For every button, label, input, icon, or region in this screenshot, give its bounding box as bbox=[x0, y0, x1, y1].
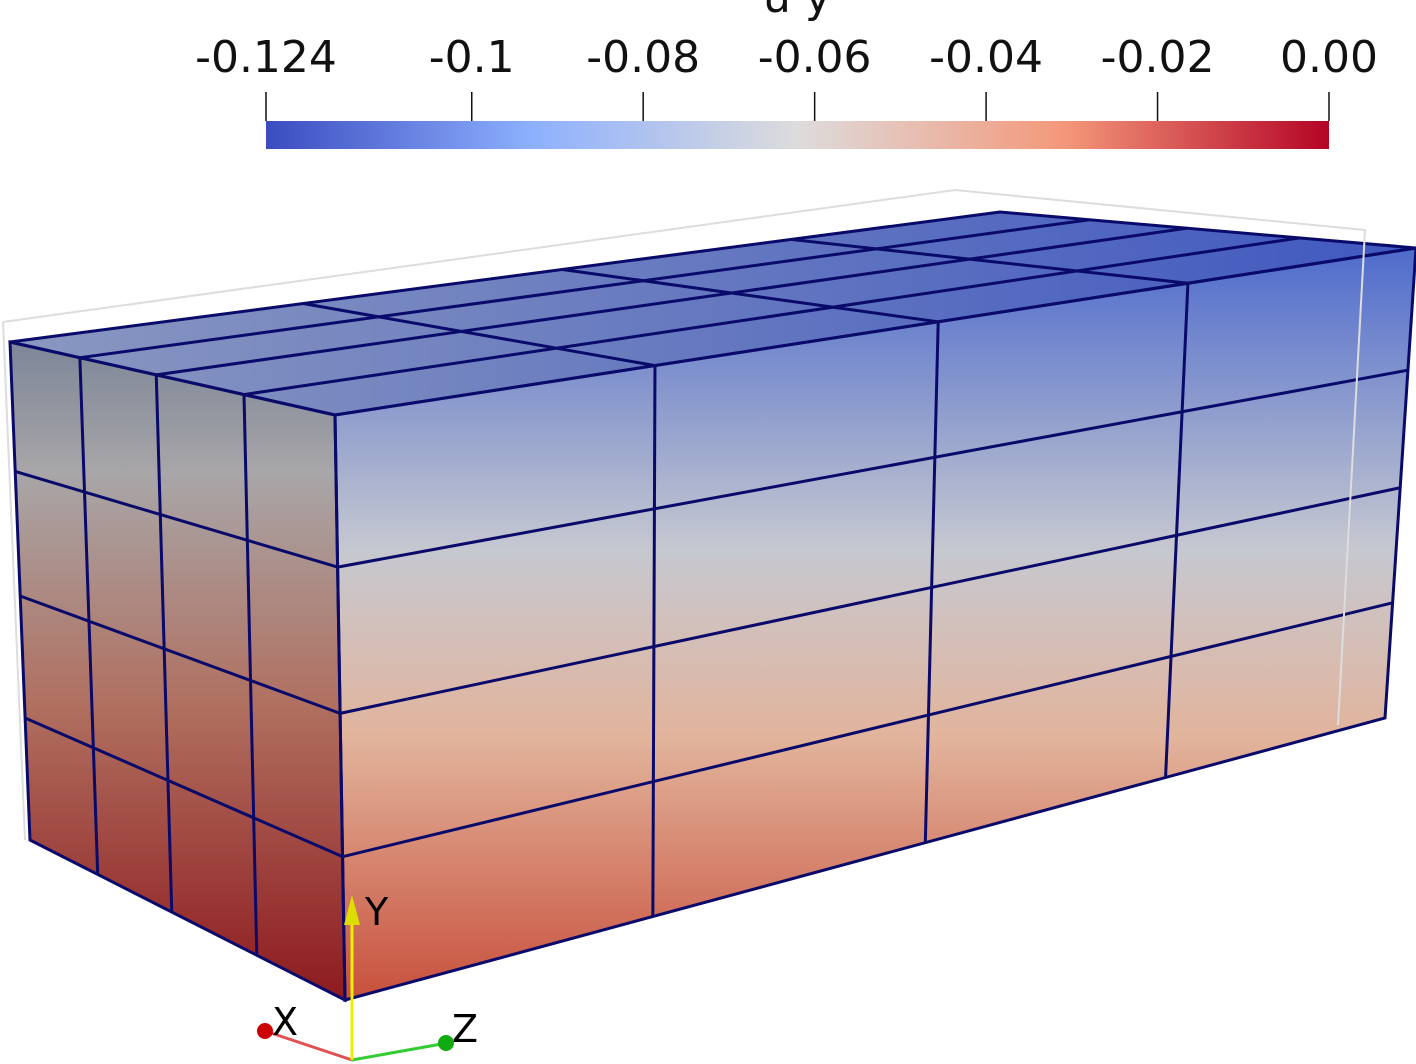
mesh-line bbox=[156, 226, 1188, 377]
mesh-line bbox=[79, 218, 1090, 360]
y-axis-tip bbox=[344, 895, 360, 925]
colorbar-tick-label: 0.00 bbox=[1280, 32, 1378, 83]
x-axis-label: X bbox=[272, 1000, 298, 1044]
outline bbox=[2, 188, 1367, 726]
colorbar-tick-label: -0.02 bbox=[1101, 32, 1215, 83]
z-axis-label: Z bbox=[452, 1007, 478, 1051]
top-face bbox=[10, 212, 1416, 415]
z-axis-tip bbox=[438, 1035, 454, 1051]
mesh-line bbox=[14, 470, 339, 569]
mesh-edge bbox=[9, 210, 1416, 417]
colorbar-ticks: -0.124 -0.1 -0.08 -0.06 -0.04 -0.02 0.00 bbox=[195, 32, 1378, 121]
mesh-line bbox=[651, 365, 657, 917]
x-axis bbox=[261, 1028, 353, 1062]
mesh-line bbox=[790, 237, 1189, 285]
mesh-line bbox=[78, 357, 100, 875]
mesh-line bbox=[154, 374, 174, 913]
outline bbox=[2, 321, 26, 841]
x-axis-tip bbox=[257, 1023, 273, 1039]
mesh-line bbox=[242, 394, 259, 956]
mesh-line bbox=[339, 486, 1401, 715]
orientation-axes: Y X Z bbox=[257, 890, 478, 1062]
mesh-line bbox=[243, 236, 1300, 397]
z-axis bbox=[351, 1041, 448, 1062]
mesh-line bbox=[923, 321, 940, 843]
side-face bbox=[10, 342, 345, 1000]
mesh-line bbox=[19, 594, 341, 715]
colorbar-tick-label: -0.06 bbox=[758, 32, 872, 83]
mesh-line bbox=[337, 368, 1409, 569]
colorbar-title: u y bbox=[763, 0, 831, 23]
colorbar-tick-label: -0.124 bbox=[195, 32, 337, 83]
mesh-line bbox=[302, 302, 656, 368]
colorbar-tick-label: -0.1 bbox=[429, 32, 515, 83]
mesh-line bbox=[342, 601, 1393, 859]
y-axis-label: Y bbox=[364, 890, 389, 934]
colorbar-tick-label: -0.08 bbox=[586, 32, 700, 83]
colorbar-tick-label: -0.04 bbox=[929, 32, 1043, 83]
mesh-line bbox=[562, 267, 939, 324]
front-face bbox=[335, 248, 1416, 1000]
mesh-line bbox=[1164, 283, 1190, 778]
mesh-line bbox=[24, 716, 344, 859]
mesh bbox=[2, 188, 1416, 1003]
colorbar bbox=[266, 121, 1329, 149]
